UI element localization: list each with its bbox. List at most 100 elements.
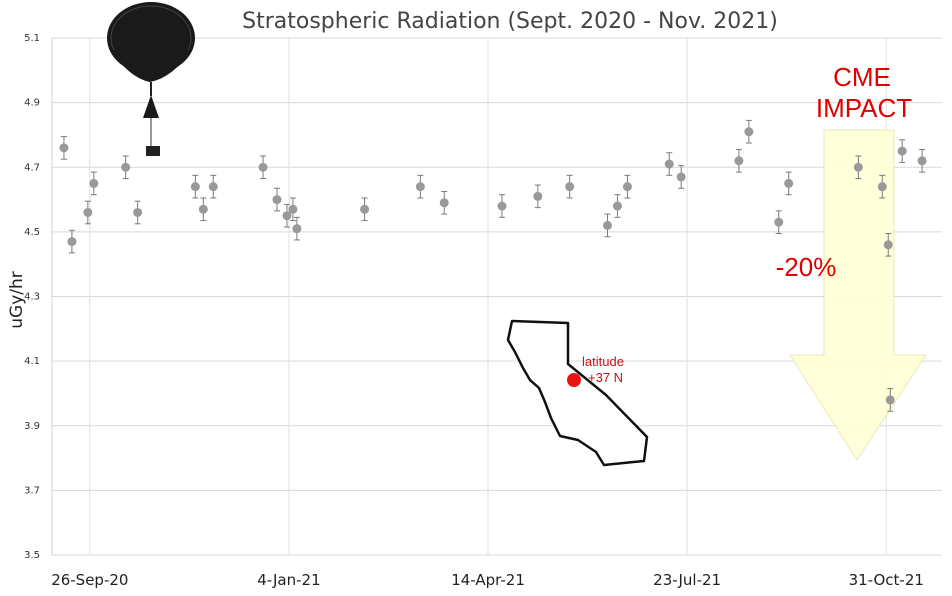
data-point — [917, 148, 927, 173]
data-point — [497, 194, 507, 218]
data-point-marker — [190, 182, 200, 192]
data-point-marker — [59, 143, 69, 153]
data-point — [258, 155, 268, 180]
cme-label-line2: IMPACT — [816, 93, 912, 123]
data-point — [83, 200, 93, 225]
data-point-marker — [83, 207, 93, 217]
y-tick-label: 5.1 — [24, 33, 40, 44]
data-point — [288, 197, 298, 222]
data-point — [565, 174, 575, 199]
grid-lines — [51, 37, 942, 556]
data-point-marker — [664, 159, 674, 169]
data-point-marker — [774, 217, 784, 227]
data-point-marker — [734, 156, 744, 166]
data-point-marker — [360, 204, 370, 214]
data-point-marker — [133, 207, 143, 217]
location-label-degrees: +37 N — [588, 370, 623, 385]
x-tick-label: 23-Jul-21 — [653, 571, 721, 589]
data-point-marker — [258, 162, 268, 172]
data-point — [784, 171, 794, 196]
data-point-marker — [897, 146, 907, 156]
data-points — [59, 119, 927, 412]
location-dot — [567, 373, 581, 387]
data-point-marker — [676, 172, 686, 182]
cme-arrow — [789, 129, 927, 461]
x-tick-label: 26-Sep-20 — [51, 571, 128, 589]
data-point-marker — [415, 182, 425, 192]
data-point-marker — [288, 204, 298, 214]
data-point-marker — [272, 195, 282, 205]
data-point — [744, 119, 754, 144]
cme-label-line1: CME — [833, 62, 891, 92]
y-tick-labels: 5.1 4.9 4.7 4.5 4.3 4.1 3.9 3.7 3.5 — [24, 33, 40, 561]
data-point-marker — [784, 178, 794, 188]
data-point-marker — [612, 201, 622, 211]
y-tick-label: 3.9 — [24, 421, 40, 432]
x-tick-label: 4-Jan-21 — [257, 571, 320, 589]
california-map-icon: latitude +37 N — [506, 319, 649, 467]
data-point-marker — [121, 162, 131, 172]
y-tick-label: 4.9 — [24, 98, 40, 109]
data-point-marker — [622, 182, 632, 192]
data-point-marker — [744, 127, 754, 137]
data-point — [89, 171, 99, 196]
x-tick-labels: 26-Sep-20 4-Jan-21 14-Apr-21 23-Jul-21 31-Oc… — [51, 571, 924, 589]
data-point-marker — [89, 178, 99, 188]
data-point — [439, 190, 449, 215]
chart-title: Stratospheric Radiation (Sept. 2020 - No… — [242, 9, 778, 34]
y-tick-label: 3.7 — [24, 485, 40, 496]
data-point-marker — [885, 395, 895, 405]
balloon-icon — [107, 2, 195, 156]
data-point — [885, 388, 895, 412]
data-point-marker — [208, 182, 218, 192]
data-point — [622, 174, 632, 199]
data-point — [133, 200, 143, 225]
data-point — [853, 155, 863, 180]
cme-arrow-shape — [789, 129, 927, 461]
data-point — [734, 148, 744, 173]
data-point-marker — [917, 156, 927, 166]
data-point — [897, 139, 907, 163]
data-point-marker — [853, 162, 863, 172]
y-tick-label: 3.5 — [24, 550, 40, 561]
location-label-latitude: latitude — [582, 354, 624, 369]
data-point-marker — [877, 182, 887, 192]
data-point-marker — [67, 237, 77, 247]
drop-percent-label: -20% — [776, 252, 837, 282]
data-point — [877, 174, 887, 199]
data-point — [676, 165, 686, 189]
data-point — [883, 232, 893, 257]
data-point — [67, 229, 77, 254]
data-point — [190, 174, 200, 199]
data-point-marker — [533, 191, 543, 201]
data-point — [198, 197, 208, 222]
data-point — [121, 155, 131, 180]
data-point-marker — [439, 198, 449, 208]
y-tick-label: 4.1 — [24, 356, 40, 367]
data-point — [664, 152, 674, 176]
y-tick-label: 4.5 — [24, 227, 40, 238]
data-point — [272, 187, 282, 212]
x-tick-label: 14-Apr-21 — [451, 571, 525, 589]
data-point — [533, 184, 543, 209]
data-point-marker — [603, 220, 613, 230]
data-point — [415, 174, 425, 199]
data-point — [208, 174, 218, 199]
data-point-marker — [292, 224, 302, 234]
y-tick-label: 4.3 — [24, 292, 40, 303]
y-axis-label: uGy/hr — [7, 271, 27, 329]
data-point — [612, 194, 622, 218]
data-point — [292, 216, 302, 241]
y-tick-label: 4.7 — [24, 162, 40, 173]
data-point — [360, 197, 370, 222]
x-tick-label: 31-Oct-21 — [849, 571, 924, 589]
data-point-marker — [198, 204, 208, 214]
data-point-marker — [497, 201, 507, 211]
data-point — [603, 213, 613, 238]
data-point-marker — [282, 211, 292, 221]
data-point — [282, 203, 292, 228]
data-point — [774, 210, 784, 234]
data-point-marker — [883, 240, 893, 250]
data-point — [59, 136, 69, 160]
